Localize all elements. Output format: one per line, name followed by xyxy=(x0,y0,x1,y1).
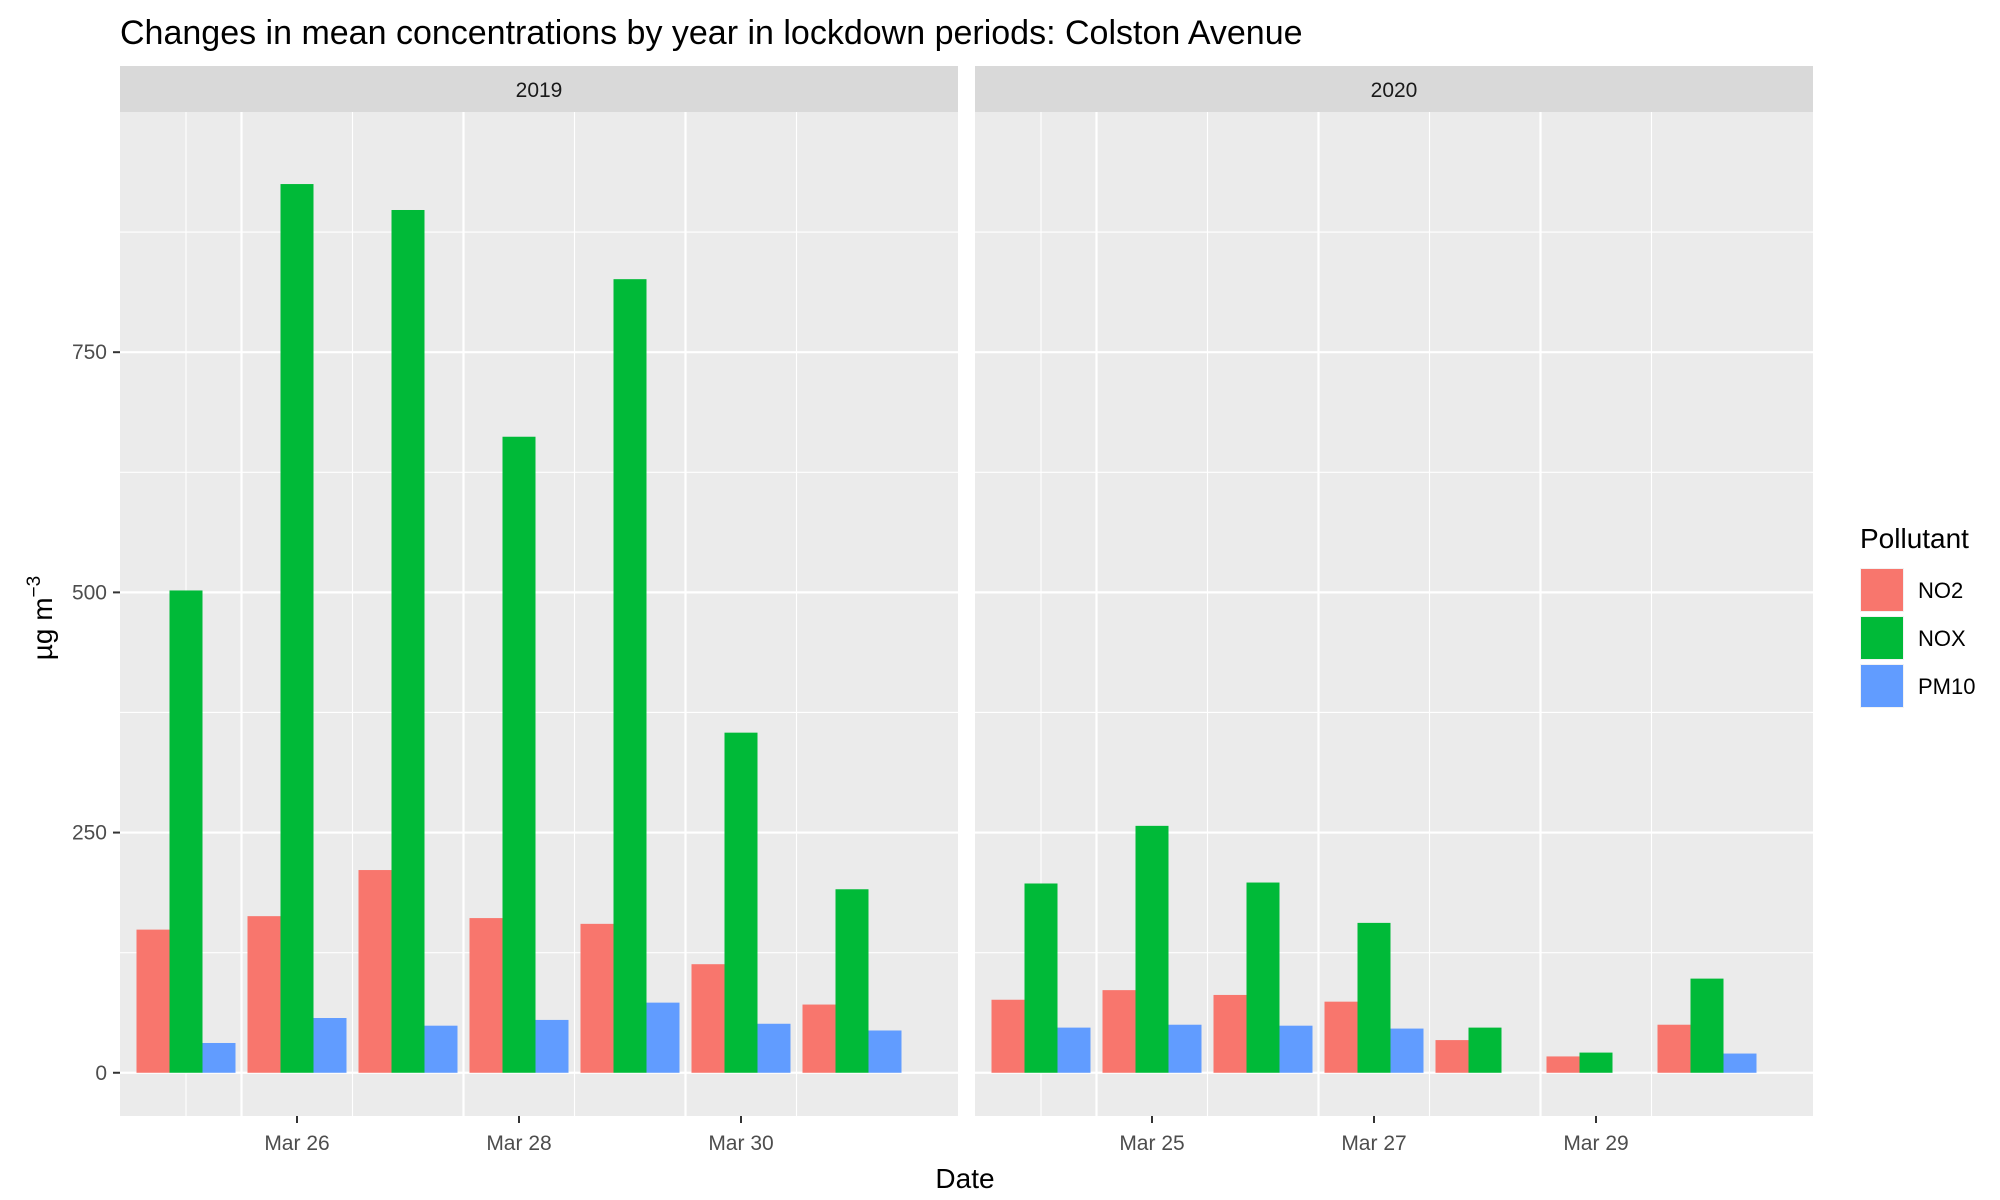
panel-2019: 2019 Mar 26 Mar 28 Mar 30 xyxy=(120,66,958,1155)
x-tick-label: Mar 29 xyxy=(1563,1132,1628,1155)
bar-no2 xyxy=(1657,1024,1691,1073)
strip-bg xyxy=(120,66,958,112)
bar-pm10 xyxy=(757,1023,791,1073)
bar-nox xyxy=(1690,978,1724,1073)
bar-pm10 xyxy=(313,1018,347,1073)
y-tick-label: 0 xyxy=(95,1062,107,1085)
bar-nox xyxy=(502,436,536,1073)
bar-nox xyxy=(613,279,647,1073)
bar-no2 xyxy=(580,923,614,1073)
x-tick-label: Mar 30 xyxy=(708,1132,773,1155)
y-tick-label: 750 xyxy=(72,341,107,364)
bar-no2 xyxy=(802,1004,836,1073)
bar-nox xyxy=(280,184,314,1073)
panel-background xyxy=(975,112,1813,1116)
chart-title: Changes in mean concentrations by year i… xyxy=(120,14,1303,52)
bar-no2 xyxy=(1213,994,1247,1073)
bar-no2 xyxy=(691,964,725,1073)
legend-label-pm10: PM10 xyxy=(1918,674,1975,699)
svg-text:µg m−3: µg m−3 xyxy=(24,576,58,660)
y-axis-title-main: µg m xyxy=(27,597,58,660)
panels: 2019 Mar 26 Mar 28 Mar 30 2020 Mar 25 Mar 27 Ma… xyxy=(72,66,1813,1155)
bar-no2 xyxy=(136,929,170,1073)
legend-swatch-pm10 xyxy=(1861,665,1903,707)
bar-pm10 xyxy=(1390,1028,1424,1073)
x-tick-label: Mar 27 xyxy=(1341,1132,1406,1155)
legend-label-no2: NO2 xyxy=(1918,578,1963,603)
bar-no2 xyxy=(469,918,503,1073)
bar-pm10 xyxy=(1279,1025,1313,1073)
bar-nox xyxy=(1246,882,1280,1073)
bar-nox xyxy=(1579,1052,1613,1073)
bar-nox xyxy=(1024,883,1058,1073)
bar-pm10 xyxy=(1057,1027,1091,1073)
bar-nox xyxy=(169,590,203,1073)
bar-pm10 xyxy=(868,1030,902,1073)
y-tick-label: 500 xyxy=(72,581,107,604)
bar-nox xyxy=(391,209,425,1073)
x-axis-title: Date xyxy=(935,1163,994,1194)
panel-2020: 2020 Mar 25 Mar 27 Mar 29 xyxy=(975,66,1813,1155)
y-axis-title-exponent: −3 xyxy=(24,576,45,598)
strip-bg xyxy=(975,66,1813,112)
bar-nox xyxy=(1135,825,1169,1073)
bar-pm10 xyxy=(424,1025,458,1073)
panel-background xyxy=(120,112,958,1116)
bar-pm10 xyxy=(1723,1053,1757,1073)
strip-label: 2019 xyxy=(516,79,563,102)
bar-nox xyxy=(1468,1027,1502,1073)
legend-swatch-no2 xyxy=(1861,569,1903,611)
bar-pm10 xyxy=(1168,1024,1202,1073)
bar-no2 xyxy=(1546,1056,1580,1073)
bar-no2 xyxy=(1435,1040,1469,1073)
bar-no2 xyxy=(358,870,392,1073)
legend-label-nox: NOX xyxy=(1918,626,1966,651)
bar-nox xyxy=(835,889,869,1073)
bar-nox xyxy=(1357,922,1391,1073)
bar-pm10 xyxy=(646,1002,680,1073)
legend-swatch-nox xyxy=(1861,617,1903,659)
y-axis-title: µg m−3 xyxy=(24,576,58,660)
x-tick-label: Mar 28 xyxy=(486,1132,551,1155)
x-tick-label: Mar 25 xyxy=(1119,1132,1184,1155)
x-tick-label: Mar 26 xyxy=(264,1132,329,1155)
bar-no2 xyxy=(991,999,1025,1073)
bar-no2 xyxy=(247,916,281,1073)
bar-no2 xyxy=(1324,1001,1358,1073)
bar-nox xyxy=(724,732,758,1073)
legend-title: Pollutant xyxy=(1860,523,1969,554)
bar-pm10 xyxy=(535,1019,569,1073)
y-tick-label: 250 xyxy=(72,822,107,845)
strip-label: 2020 xyxy=(1371,79,1418,102)
y-axis: 0 250 500 750 xyxy=(72,341,120,1085)
bar-pm10 xyxy=(202,1042,236,1073)
legend: Pollutant NO2 NOX PM10 xyxy=(1860,523,1975,708)
bar-no2 xyxy=(1102,990,1136,1073)
